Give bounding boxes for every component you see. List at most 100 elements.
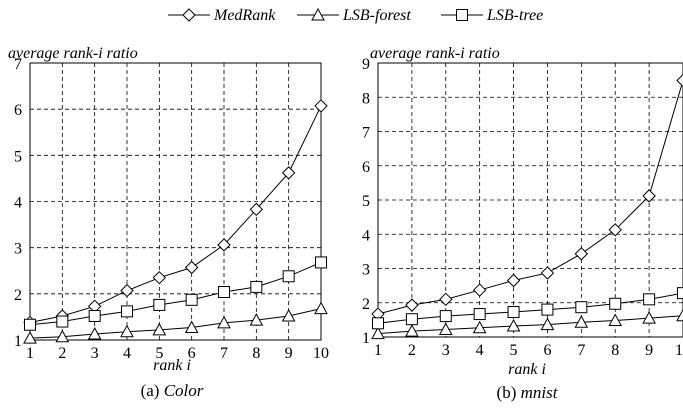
x-tick-label: 7 (577, 342, 585, 359)
series-lsb-tree (372, 287, 683, 330)
data-point-square (541, 303, 554, 316)
y-tick-label: 1 (362, 330, 370, 347)
series-line (377, 292, 683, 324)
data-point-diamond (152, 270, 167, 285)
data-point-diamond (439, 292, 453, 307)
y-tick-label: 6 (14, 102, 22, 119)
data-point-diamond (676, 73, 683, 88)
data-point-square (250, 280, 263, 293)
data-point-diamond (540, 266, 555, 280)
x-tick-label: 10 (675, 342, 683, 359)
data-point-triangle (314, 301, 328, 315)
series-medrank (23, 99, 328, 330)
data-point-square (121, 305, 133, 318)
y-tick-label: 7 (14, 56, 22, 73)
x-tick-label: 2 (58, 345, 66, 362)
series-line (29, 308, 322, 339)
x-tick-label: 7 (220, 345, 228, 362)
diamond-marker-icon (182, 8, 196, 22)
y-axis-label-a: average rank-i ratio (8, 45, 138, 62)
y-tick-label: 6 (362, 159, 370, 176)
data-point-diamond (405, 298, 419, 312)
series-line (29, 261, 322, 326)
series-lsb-forest (23, 301, 328, 344)
data-point-diamond (184, 260, 199, 275)
grid-b (378, 63, 683, 337)
x-tick-label: 5 (510, 342, 518, 359)
x-tick-label: 5 (155, 345, 163, 362)
y-tick-label: 5 (362, 193, 370, 210)
data-point-diamond (608, 223, 622, 237)
x-tick-label: 4 (123, 345, 131, 362)
caption-a-name: Color (164, 381, 204, 400)
data-point-triangle (281, 308, 296, 322)
data-point-diamond (506, 273, 521, 288)
plot-frame-b (377, 62, 683, 338)
x-tick-label: 9 (285, 345, 293, 362)
data-point-triangle (184, 320, 199, 334)
x-axis-label-b: rank i (508, 361, 546, 378)
data-point-triangle (120, 324, 134, 338)
y-tick-label: 2 (14, 287, 22, 304)
y-tick-label: 9 (362, 56, 370, 73)
data-point-diamond (574, 247, 589, 261)
series-lsb-tree (24, 256, 327, 331)
legend-entry-lsb-tree: LSB-tree (441, 7, 543, 24)
data-point-diamond (249, 202, 264, 217)
data-point-triangle (371, 326, 385, 340)
x-axis-label-a: rank i (153, 357, 191, 374)
data-point-square (153, 298, 166, 311)
x-tick-label: 6 (188, 345, 196, 362)
data-point-triangle (574, 315, 589, 328)
data-point-triangle (608, 313, 623, 327)
y-tick-label: 3 (14, 241, 22, 258)
data-point-square (439, 310, 452, 323)
series-line (377, 80, 683, 315)
data-point-triangle (540, 317, 555, 331)
data-point-triangle (438, 322, 453, 335)
data-point-square (56, 315, 69, 328)
chart-panel-a: 1 2 3 4 5 6 7 8 9 10 1 2 3 4 5 6 7 (14, 56, 329, 362)
data-point-square (677, 287, 683, 300)
x-tick-label: 2 (408, 342, 416, 359)
y-tick-label: 8 (362, 90, 370, 107)
caption-b-name: mnist (521, 383, 559, 402)
x-tick-label: 4 (476, 342, 484, 359)
data-point-square (372, 317, 384, 330)
data-point-square (507, 305, 520, 318)
legend-label-lsb-forest: LSB-forest (342, 7, 411, 24)
legend-label-lsb-tree: LSB-tree (486, 7, 543, 24)
x-tick-label: 6 (543, 342, 551, 359)
data-point-square (24, 318, 36, 331)
legend-label-medrank: MedRank (213, 7, 276, 24)
data-point-square (643, 293, 656, 306)
data-point-diamond (472, 283, 487, 297)
x-tick-label: 3 (442, 342, 450, 359)
data-point-triangle (217, 315, 231, 329)
square-marker-icon (456, 9, 468, 21)
legend-entry-medrank: MedRank (168, 7, 276, 24)
data-point-diamond (217, 238, 231, 252)
data-point-square (473, 308, 486, 321)
x-tick-label: 10 (313, 345, 329, 362)
series-line (29, 105, 322, 323)
y-tick-label: 4 (14, 195, 22, 212)
y-tick-label: 1 (14, 333, 22, 350)
grid-a (30, 63, 321, 340)
data-point-triangle (472, 320, 487, 334)
data-point-triangle (152, 322, 167, 336)
data-point-square (218, 285, 230, 298)
series-line (377, 315, 683, 335)
data-point-triangle (249, 313, 264, 326)
data-point-diamond (120, 283, 134, 298)
caption-a-prefix: (a) (141, 381, 164, 400)
data-point-square (185, 293, 198, 306)
caption-a: (a) Color (141, 381, 204, 400)
y-tick-label: 4 (362, 227, 370, 244)
data-point-triangle (642, 311, 656, 324)
data-point-square (609, 297, 622, 310)
x-tick-label: 3 (91, 345, 99, 362)
data-point-triangle (676, 308, 683, 322)
data-point-square (315, 256, 327, 269)
